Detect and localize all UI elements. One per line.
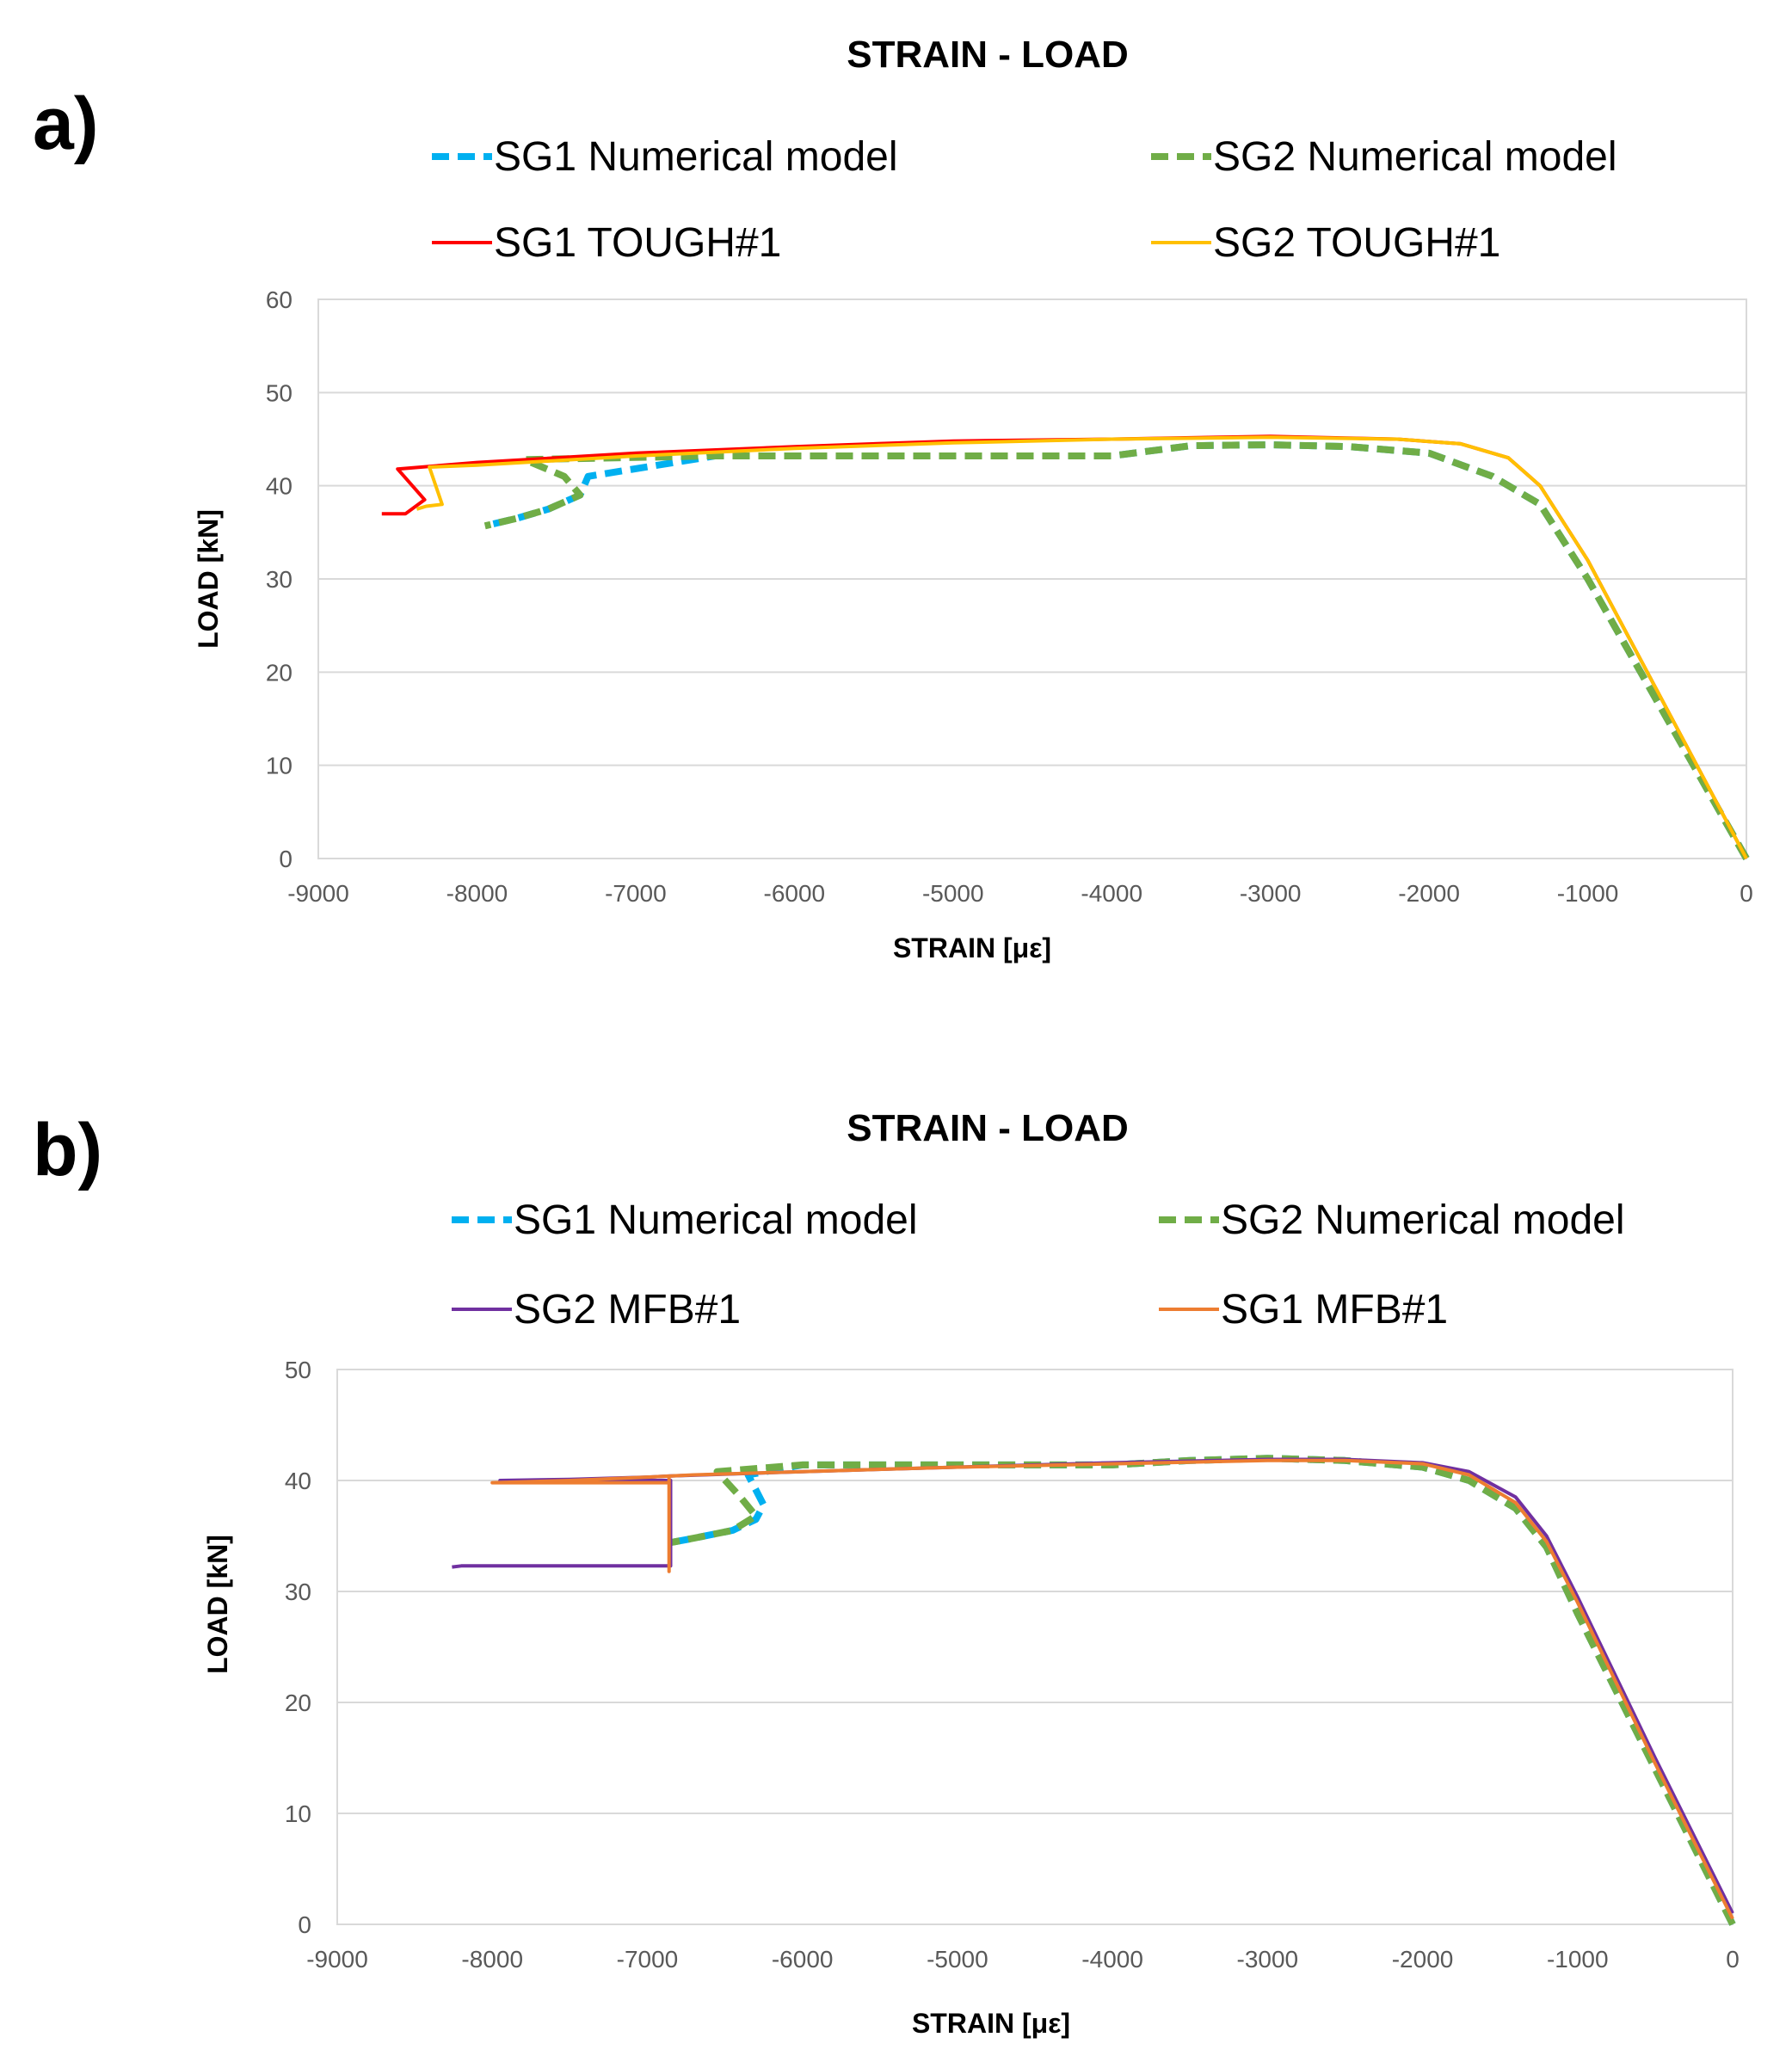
y-axis-label: LOAD [kN] bbox=[193, 509, 224, 649]
chart-title: STRAIN - LOAD bbox=[847, 34, 1129, 76]
x-axis-label: STRAIN [με] bbox=[893, 933, 1051, 963]
x-tick-label: 0 bbox=[1740, 880, 1753, 907]
y-tick-label: 0 bbox=[298, 1911, 311, 1938]
tick-labels: 0 10 20 30 40 50 60 -9000 -8000 -7000 -6000 -5000 -4… bbox=[266, 286, 1753, 907]
chart-title: STRAIN - LOAD bbox=[847, 1107, 1129, 1149]
tick-labels: 0 10 20 30 40 50 -9000 -8000 -7000 -6000 -5000 -400… bbox=[285, 1357, 1740, 1973]
series-line-sg1-numerical-model bbox=[483, 441, 1750, 860]
series-line-sg2-numerical-model bbox=[669, 1455, 1736, 1926]
panel-a: a) STRAIN - LOAD 0 10 20 30 40 50 60 -9000 -8000… bbox=[0, 0, 1792, 1024]
x-tick-label: -8000 bbox=[446, 880, 508, 907]
x-tick-label: -7000 bbox=[605, 880, 667, 907]
y-tick-label: 60 bbox=[266, 286, 293, 313]
panel-label: a) bbox=[33, 83, 99, 165]
plot-area bbox=[336, 1369, 1733, 1925]
panel-b: b) STRAIN - LOAD 0 10 20 30 40 50 -9000 -8000 -7… bbox=[0, 1067, 1792, 2062]
panel-label: b) bbox=[33, 1109, 103, 1191]
x-tick-label: 0 bbox=[1726, 1946, 1740, 1973]
legend: SG1 Numerical model SG2 Numerical model SG… bbox=[432, 134, 1617, 266]
y-tick-label: 30 bbox=[266, 566, 293, 593]
y-tick-label: 30 bbox=[285, 1579, 311, 1605]
legend: SG1 Numerical model SG2 Numerical model SG… bbox=[452, 1197, 1625, 1333]
y-tick-label: 10 bbox=[285, 1800, 311, 1827]
legend-label: SG2 Numerical model bbox=[1221, 1197, 1625, 1243]
x-tick-label: -8000 bbox=[461, 1946, 523, 1973]
x-tick-label: -3000 bbox=[1240, 880, 1302, 907]
chart-a: STRAIN - LOAD 0 10 20 30 40 50 60 -9000 -8000 -70… bbox=[193, 34, 1753, 963]
x-tick-label: -2000 bbox=[1392, 1946, 1454, 1973]
y-axis-label: LOAD [kN] bbox=[202, 1535, 233, 1674]
gridlines bbox=[337, 1369, 1733, 1925]
y-tick-label: 50 bbox=[285, 1357, 311, 1383]
x-tick-label: -3000 bbox=[1237, 1946, 1299, 1973]
chart-b: STRAIN - LOAD 0 10 20 30 40 50 -9000 -8000 -7000… bbox=[202, 1107, 1740, 2039]
x-tick-label: -6000 bbox=[772, 1946, 834, 1973]
gridlines bbox=[318, 299, 1746, 859]
x-tick-label: -4000 bbox=[1081, 1946, 1143, 1973]
x-tick-label: -2000 bbox=[1398, 880, 1460, 907]
x-tick-label: -4000 bbox=[1081, 880, 1142, 907]
x-tick-label: -7000 bbox=[617, 1946, 679, 1973]
x-tick-label: -6000 bbox=[764, 880, 826, 907]
x-tick-label: -5000 bbox=[927, 1946, 988, 1973]
series-line-sg2-tough-1 bbox=[416, 435, 1748, 859]
x-tick-label: -9000 bbox=[287, 880, 349, 907]
y-tick-label: 0 bbox=[279, 846, 293, 872]
series-group bbox=[381, 434, 1750, 860]
series-line-sg1-mfb-1 bbox=[490, 1458, 1734, 1920]
y-tick-label: 40 bbox=[285, 1468, 311, 1494]
series-line-sg1-numerical-model bbox=[669, 1455, 1736, 1926]
legend-label: SG2 TOUGH#1 bbox=[1213, 220, 1500, 266]
legend-label: SG2 Numerical model bbox=[1213, 134, 1617, 180]
x-tick-label: -1000 bbox=[1547, 1946, 1609, 1973]
y-tick-label: 50 bbox=[266, 379, 293, 406]
legend-label: SG1 TOUGH#1 bbox=[494, 220, 781, 266]
series-line-sg1-tough-1 bbox=[381, 434, 1748, 859]
legend-label: SG1 MFB#1 bbox=[1221, 1287, 1448, 1333]
y-tick-label: 40 bbox=[266, 473, 293, 500]
y-tick-label: 20 bbox=[266, 659, 293, 686]
series-group bbox=[452, 1455, 1736, 1926]
x-tick-label: -1000 bbox=[1557, 880, 1619, 907]
y-tick-label: 20 bbox=[285, 1690, 311, 1716]
series-line-sg2-numerical-model bbox=[483, 441, 1750, 860]
y-tick-label: 10 bbox=[266, 753, 293, 779]
legend-label: SG1 Numerical model bbox=[494, 134, 898, 180]
x-tick-label: -5000 bbox=[922, 880, 984, 907]
series-line-sg2-mfb-1 bbox=[452, 1457, 1734, 1914]
legend-label: SG1 Numerical model bbox=[514, 1197, 918, 1243]
x-axis-label: STRAIN [με] bbox=[912, 2008, 1070, 2039]
legend-label: SG2 MFB#1 bbox=[514, 1287, 741, 1333]
x-tick-label: -9000 bbox=[306, 1946, 368, 1973]
